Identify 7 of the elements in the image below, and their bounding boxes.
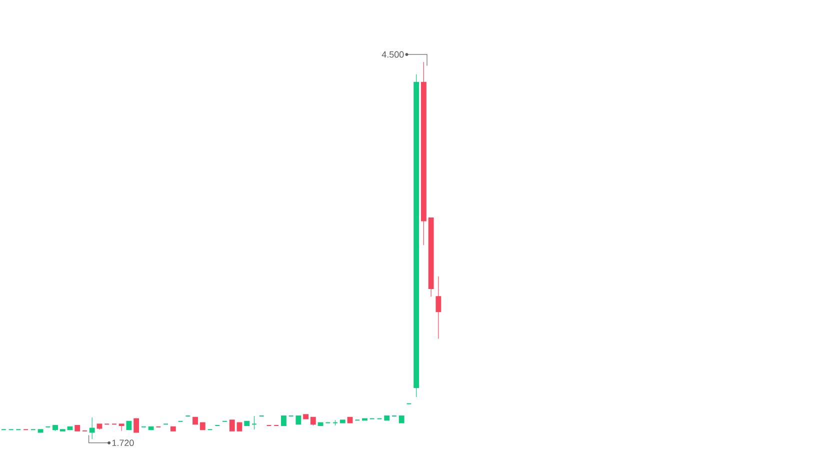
candlestick — [89, 417, 95, 440]
candlestick — [280, 416, 286, 426]
candlestick — [229, 420, 235, 432]
text: 4.500 — [382, 51, 404, 58]
candlestick — [436, 276, 442, 339]
text: 1.720 — [112, 440, 134, 446]
candlestick — [134, 418, 140, 433]
